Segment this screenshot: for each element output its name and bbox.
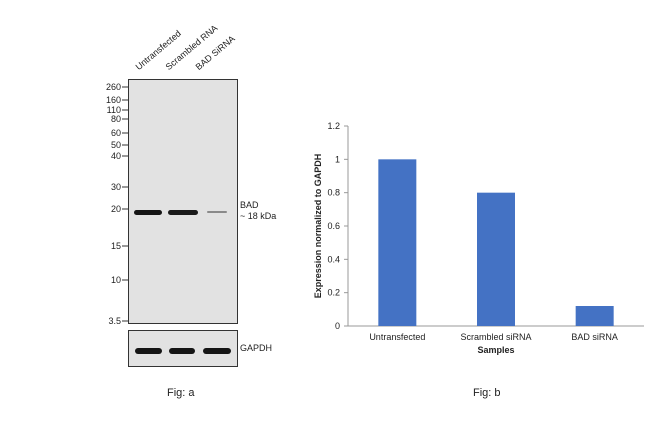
mw-marker-3-5: 3.5 [108, 316, 121, 326]
y-axis-title: Expression normalized to GAPDH [313, 154, 323, 299]
gapdh-band-lane1 [135, 348, 162, 354]
bar-1 [378, 159, 417, 326]
gapdh-band-lane3 [203, 348, 231, 354]
blot-membrane [128, 79, 238, 324]
band-label-bad: BAD [240, 200, 259, 210]
bar-chart: 0 0.2 0.4 0.6 0.8 1 1.2 Untransfected Scrambled … [313, 121, 644, 355]
x-tick-label: Untransfected [369, 332, 425, 342]
band-label-size: ~ 18 kDa [240, 211, 277, 221]
mw-marker-160: 160 [105, 95, 121, 105]
y-tick-label: 1 [335, 154, 340, 164]
gapdh-band-lane2 [169, 348, 195, 354]
mw-marker-50: 50 [110, 140, 121, 150]
mw-marker-110: 110 [106, 105, 121, 115]
y-tick-label: 1.2 [327, 121, 340, 131]
x-axis-title: Samples [477, 345, 514, 355]
mw-marker-40: 40 [110, 151, 121, 161]
mw-marker-10: 10 [110, 275, 121, 285]
mw-ticks [122, 86, 128, 322]
y-tick-label: 0.8 [327, 188, 340, 198]
mw-marker-80: 80 [110, 114, 121, 124]
gapdh-label: GAPDH [240, 343, 273, 353]
mw-marker-20: 20 [110, 204, 121, 214]
bad-band-lane3 [207, 211, 227, 213]
mw-marker-15: 15 [110, 241, 121, 251]
lane-label-scrambled: Scrambled RNA [163, 22, 220, 73]
mw-marker-30: 30 [110, 182, 121, 192]
y-tick-label: 0.6 [327, 221, 340, 231]
bad-band-lane1 [134, 210, 162, 215]
y-tick-label: 0.4 [327, 254, 340, 264]
bad-band-lane2 [168, 210, 198, 215]
mw-marker-260: 260 [105, 82, 121, 92]
mw-marker-60: 60 [110, 128, 121, 138]
y-tick-label: 0.2 [327, 288, 340, 298]
fig-a-caption: Fig: a [167, 387, 195, 399]
bar-2 [477, 192, 515, 326]
y-tick-label: 0 [335, 321, 340, 331]
bar-3 [575, 306, 614, 326]
x-tick-label: BAD siRNA [571, 332, 618, 342]
fig-b-caption: Fig: b [473, 387, 501, 399]
x-tick-label: Scrambled siRNA [460, 332, 531, 342]
gapdh-blot [128, 330, 238, 367]
